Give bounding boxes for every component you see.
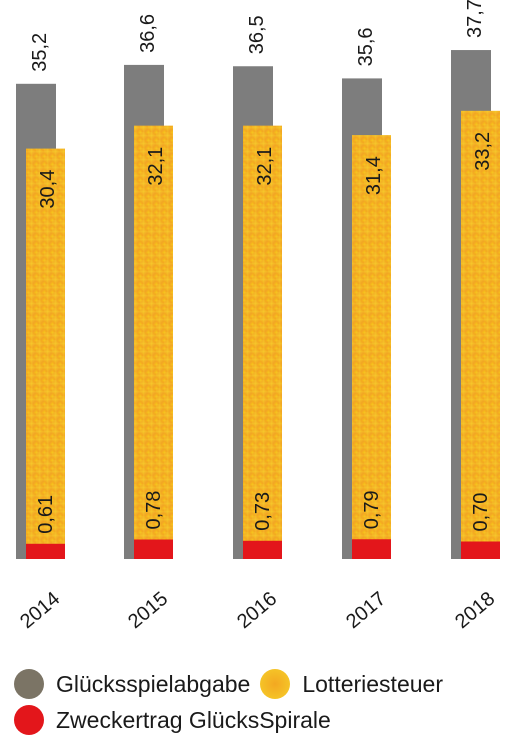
- label-zweckertrag-2017: 0,79: [361, 490, 383, 529]
- label-lotteriesteuer-2016: 32,1: [254, 147, 276, 186]
- label-gluecksspielabgabe-2016: 36,5: [246, 15, 268, 54]
- label-gluecksspielabgabe-2014: 35,2: [29, 33, 51, 72]
- label-zweckertrag-2014: 0,61: [35, 495, 57, 534]
- label-zweckertrag-2015: 0,78: [143, 491, 165, 530]
- x-tick-2014: 2014: [16, 588, 64, 633]
- x-tick-2018: 2018: [451, 588, 499, 633]
- bar-lotteriesteuer-2017: [352, 135, 391, 559]
- bar-zweckertrag-2017: [352, 539, 391, 559]
- legend-label-gluecksspielabgabe: Glücksspielabgabe: [56, 670, 251, 697]
- bar-zweckertrag-2016: [243, 540, 282, 559]
- label-lotteriesteuer-2014: 30,4: [37, 170, 59, 209]
- legend-row-2: Zweckertrag GlücksSpirale: [14, 702, 519, 738]
- legend-item-lotteriesteuer: Lotteriesteuer: [260, 669, 443, 699]
- label-gluecksspielabgabe-2017: 35,6: [355, 27, 377, 66]
- label-gluecksspielabgabe-2015: 36,6: [137, 14, 159, 53]
- x-tick-2017: 2017: [342, 588, 390, 633]
- legend-swatch-zweckertrag: [14, 705, 44, 735]
- bar-zweckertrag-2014: [26, 543, 65, 559]
- x-tick-2016: 2016: [233, 588, 281, 633]
- legend-swatch-gluecksspielabgabe: [14, 669, 44, 699]
- legend-label-lotteriesteuer: Lotteriesteuer: [302, 670, 443, 697]
- label-lotteriesteuer-2017: 31,4: [363, 156, 385, 195]
- label-lotteriesteuer-2015: 32,1: [145, 147, 167, 186]
- bar-lotteriesteuer-2015: [134, 125, 173, 560]
- x-tick-2015: 2015: [124, 588, 172, 633]
- bar-lotteriesteuer-2018: [461, 110, 500, 560]
- bar-zweckertrag-2015: [134, 539, 173, 559]
- bar-lotteriesteuer-2016: [243, 125, 282, 560]
- bar-lotteriesteuer-2014: [26, 148, 65, 559]
- label-zweckertrag-2016: 0,73: [252, 492, 274, 531]
- label-zweckertrag-2018: 0,70: [470, 493, 492, 532]
- bar-chart: 35,2 30,4 0,61 2014 36,6 32,1 0,78 2015 36,5 32,1…: [16, 0, 500, 633]
- label-lotteriesteuer-2018: 33,2: [472, 132, 494, 171]
- bar-zweckertrag-2018: [461, 541, 500, 559]
- legend-row-1: Glücksspielabgabe Lotteriesteuer: [14, 666, 519, 702]
- legend-item-zweckertrag: Zweckertrag GlücksSpirale: [14, 705, 331, 735]
- legend: Glücksspielabgabe Lotteriesteuer Zwecker…: [14, 666, 519, 738]
- legend-label-zweckertrag: Zweckertrag GlücksSpirale: [56, 706, 331, 733]
- label-gluecksspielabgabe-2018: 37,7: [464, 0, 486, 38]
- legend-swatch-lotteriesteuer: [260, 669, 291, 699]
- legend-item-gluecksspielabgabe: Glücksspielabgabe: [14, 669, 250, 699]
